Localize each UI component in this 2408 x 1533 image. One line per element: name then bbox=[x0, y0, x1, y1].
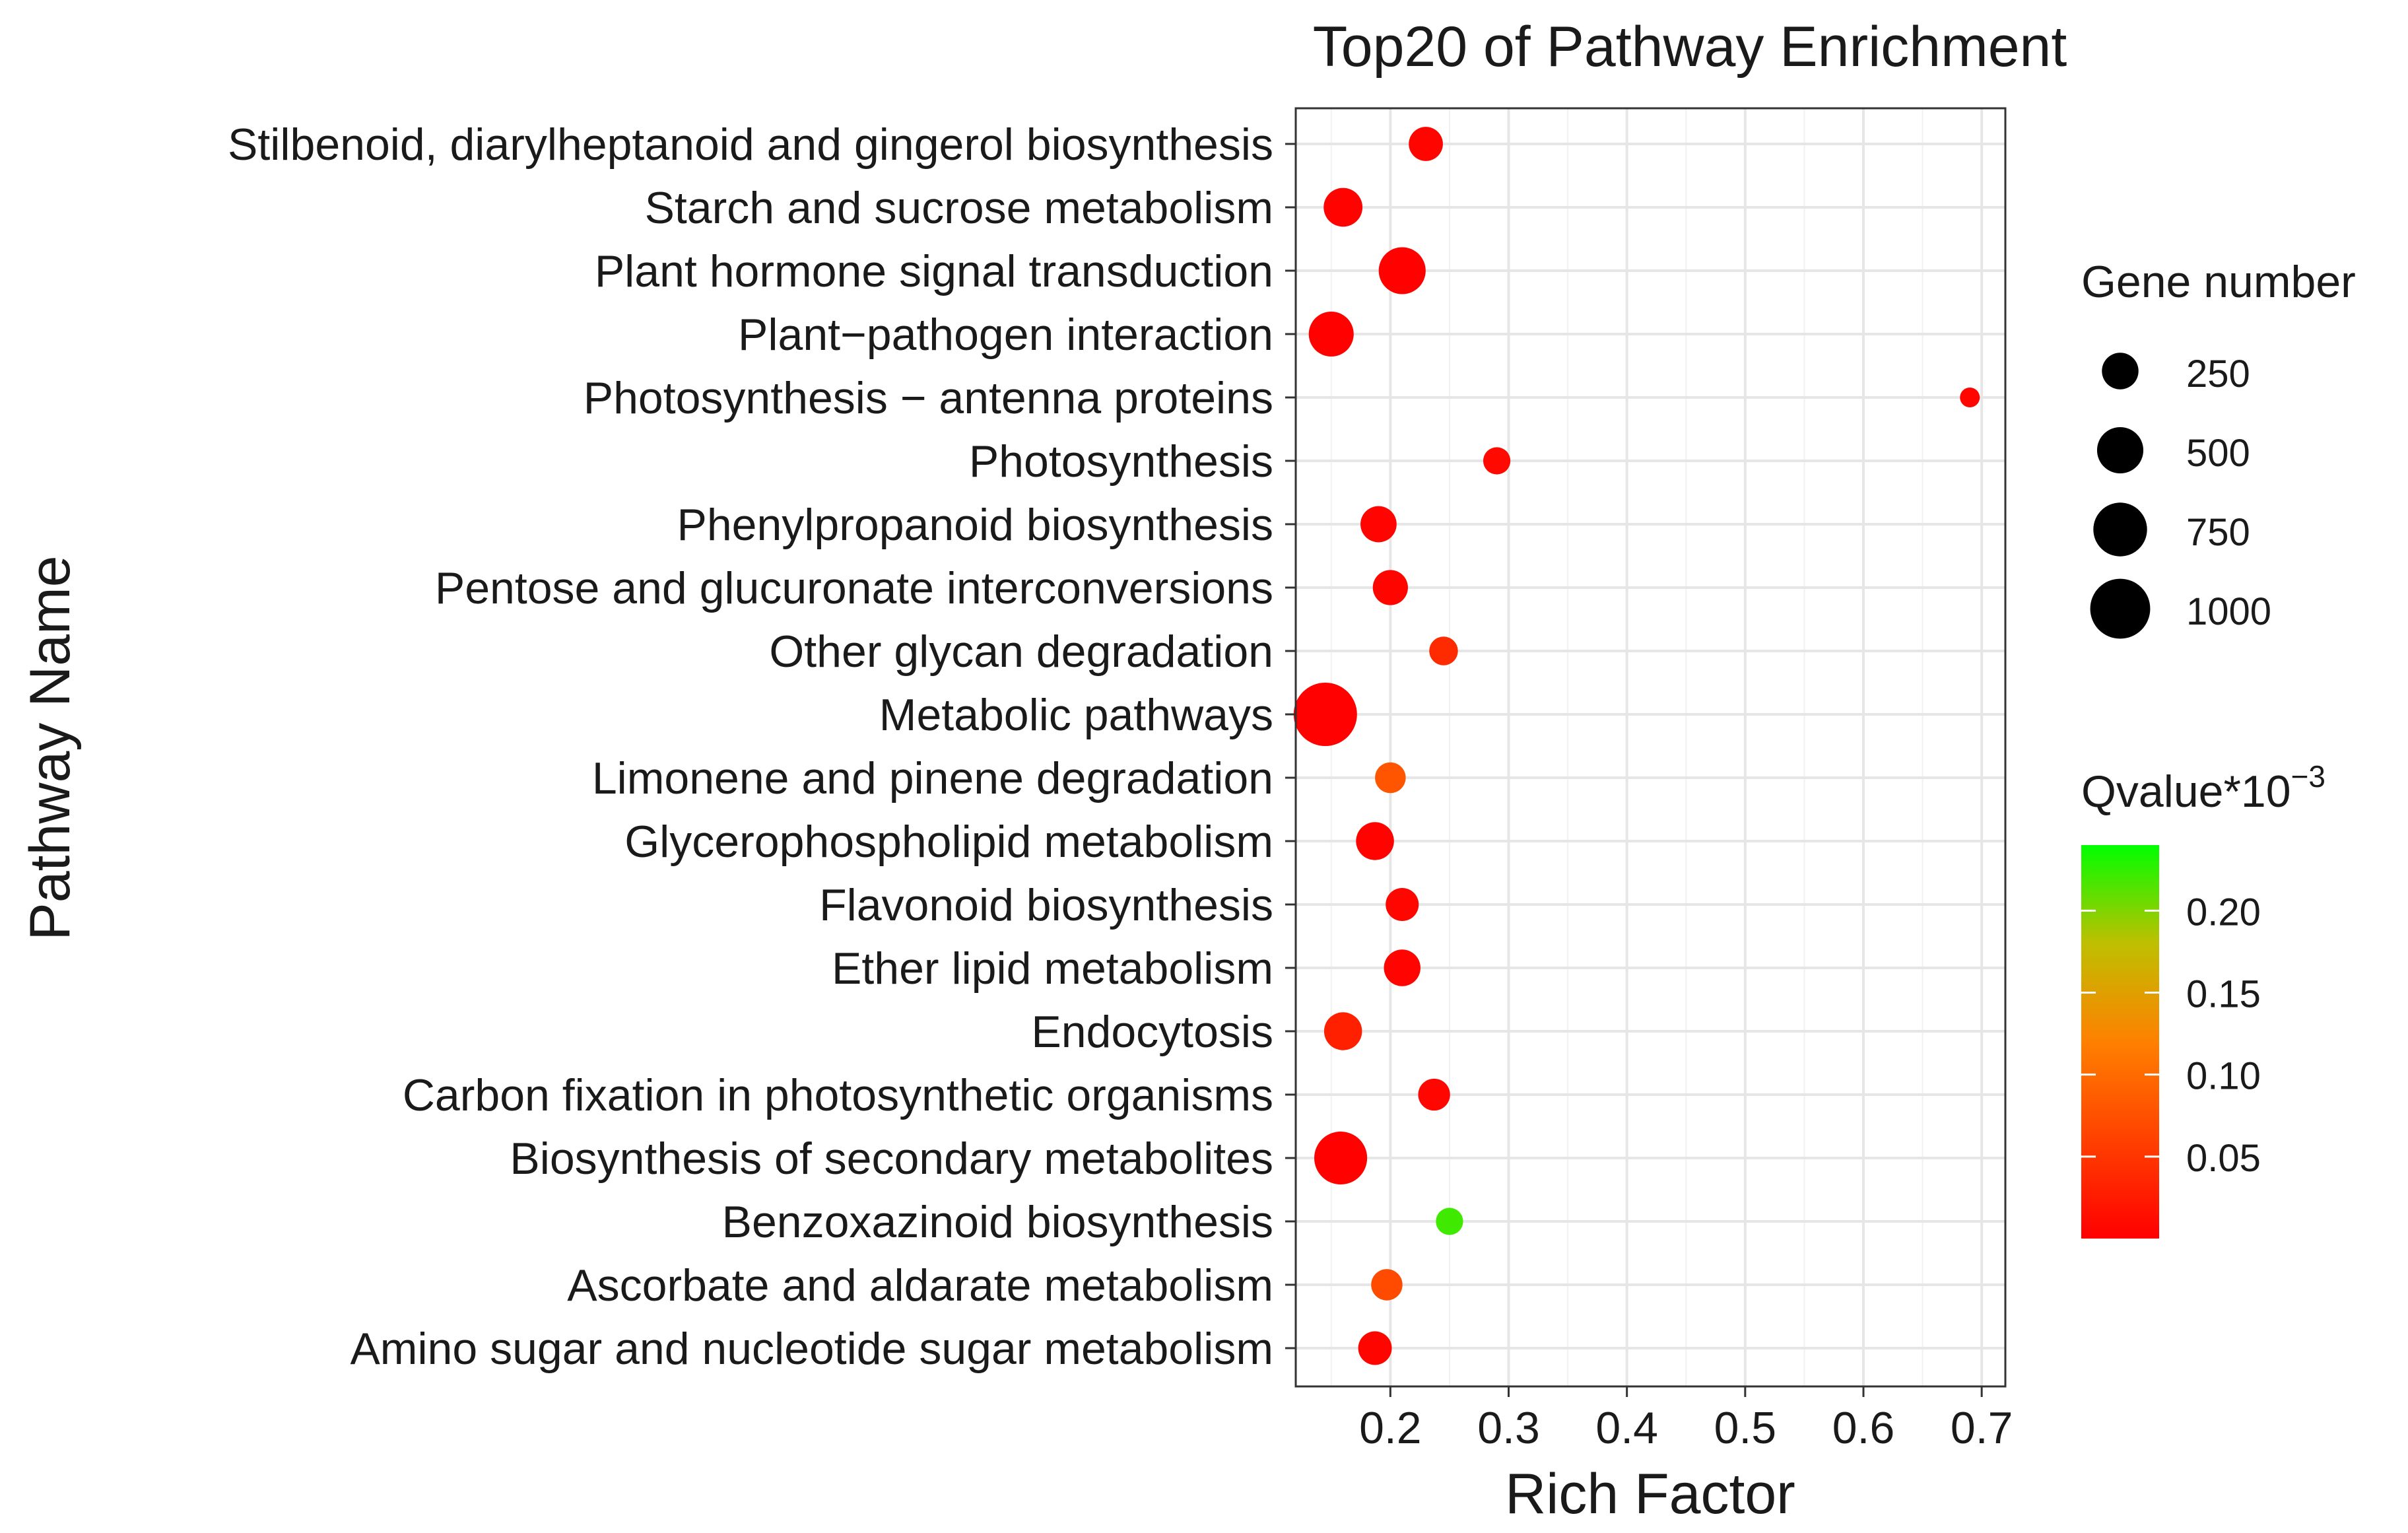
size-legend-label: 250 bbox=[2186, 353, 2250, 395]
x-tick-label: 0.2 bbox=[1359, 1403, 1422, 1453]
color-legend-label: 0.10 bbox=[2186, 1055, 2261, 1098]
color-legend-title-exponent: −3 bbox=[2291, 759, 2325, 794]
data-point bbox=[1436, 1208, 1463, 1235]
data-point bbox=[1429, 636, 1458, 665]
y-tick-label: Amino sugar and nucleotide sugar metabol… bbox=[350, 1324, 1273, 1374]
data-point bbox=[1384, 949, 1421, 986]
x-tick-label: 0.7 bbox=[1951, 1403, 2013, 1453]
color-legend: Qvalue*10−3 0.05 0.10 0.15 0.20 bbox=[2081, 759, 2325, 1239]
y-tick-label: Biosynthesis of secondary metabolites bbox=[510, 1134, 1273, 1184]
size-legend: Gene number 250 500 750 1000 bbox=[2081, 257, 2356, 639]
x-tick-label: 0.3 bbox=[1477, 1403, 1540, 1453]
size-legend-dot bbox=[2090, 578, 2151, 639]
data-point bbox=[1293, 683, 1357, 746]
x-tick-label: 0.6 bbox=[1832, 1403, 1895, 1453]
y-axis: Stilbenoid, diarylheptanoid and gingerol… bbox=[228, 119, 1296, 1374]
data-point bbox=[1375, 762, 1406, 794]
y-tick-label: Photosynthesis − antenna proteins bbox=[584, 373, 1273, 423]
y-tick-label: Carbon fixation in photosynthetic organi… bbox=[403, 1070, 1273, 1120]
plot-border bbox=[1294, 107, 2007, 1388]
y-tick-label: Pentose and glucuronate interconversions bbox=[435, 563, 1273, 613]
y-tick-label: Endocytosis bbox=[1031, 1007, 1273, 1057]
size-legend-dot bbox=[2102, 353, 2139, 390]
plot-background bbox=[1296, 108, 2005, 1386]
size-legend-items: 250 500 750 1000 bbox=[2090, 353, 2271, 639]
color-legend-title-base: Qvalue*10 bbox=[2081, 766, 2291, 817]
chart-title: Top20 of Pathway Enrichment bbox=[1313, 15, 2067, 79]
data-point bbox=[1378, 247, 1426, 294]
data-point bbox=[1323, 187, 1363, 227]
y-tick-label: Stilbenoid, diarylheptanoid and gingerol… bbox=[228, 119, 1273, 170]
data-point bbox=[1386, 887, 1419, 922]
y-tick-label: Plant hormone signal transduction bbox=[595, 246, 1273, 296]
x-tick-label: 0.5 bbox=[1714, 1403, 1777, 1453]
data-point bbox=[1356, 822, 1394, 860]
x-axis: 0.2 0.3 0.4 0.5 0.6 0.7 bbox=[1359, 1386, 2013, 1453]
data-point bbox=[1418, 1078, 1450, 1111]
y-tick-label: Other glycan degradation bbox=[769, 627, 1273, 677]
y-tick-label: Phenylpropanoid biosynthesis bbox=[677, 500, 1274, 550]
color-bar bbox=[2081, 845, 2159, 1239]
y-tick-label: Plant−pathogen interaction bbox=[738, 310, 1273, 360]
data-point bbox=[1371, 1269, 1403, 1301]
y-tick-label: Metabolic pathways bbox=[879, 690, 1273, 740]
data-point bbox=[1409, 127, 1443, 161]
size-legend-label: 750 bbox=[2186, 511, 2250, 554]
x-axis-label: Rich Factor bbox=[1505, 1462, 1795, 1526]
color-legend-label: 0.15 bbox=[2186, 973, 2261, 1016]
data-point bbox=[1483, 447, 1511, 475]
data-point bbox=[1323, 1012, 1362, 1050]
data-point bbox=[1314, 1131, 1368, 1185]
size-legend-label: 500 bbox=[2186, 432, 2250, 475]
color-legend-ticks: 0.05 0.10 0.15 0.20 bbox=[2081, 891, 2261, 1180]
x-tick-label: 0.4 bbox=[1595, 1403, 1658, 1453]
size-legend-dot bbox=[2096, 426, 2144, 474]
data-point bbox=[1960, 387, 1980, 408]
color-legend-label: 0.20 bbox=[2186, 891, 2261, 934]
data-point bbox=[1308, 311, 1354, 357]
y-tick-label: Ascorbate and aldarate metabolism bbox=[567, 1260, 1273, 1311]
color-legend-label: 0.05 bbox=[2186, 1137, 2261, 1180]
size-legend-dot bbox=[2093, 502, 2147, 557]
data-point bbox=[1358, 1331, 1392, 1365]
y-axis-label: Pathway Name bbox=[18, 555, 82, 940]
size-legend-label: 1000 bbox=[2186, 590, 2271, 633]
plot-panel bbox=[1293, 107, 2007, 1388]
data-points bbox=[1293, 127, 1980, 1365]
y-tick-label: Photosynthesis bbox=[969, 436, 1273, 487]
size-legend-title: Gene number bbox=[2081, 257, 2356, 307]
y-tick-label: Limonene and pinene degradation bbox=[592, 753, 1273, 803]
data-point bbox=[1372, 570, 1408, 605]
y-tick-label: Flavonoid biosynthesis bbox=[819, 880, 1273, 930]
y-tick-label: Glycerophospholipid metabolism bbox=[624, 817, 1273, 867]
y-tick-label: Starch and sucrose metabolism bbox=[645, 183, 1273, 233]
color-legend-title: Qvalue*10−3 bbox=[2081, 759, 2325, 817]
data-point bbox=[1360, 506, 1397, 543]
y-tick-label: Ether lipid metabolism bbox=[832, 943, 1273, 994]
y-tick-label: Benzoxazinoid biosynthesis bbox=[722, 1197, 1273, 1247]
